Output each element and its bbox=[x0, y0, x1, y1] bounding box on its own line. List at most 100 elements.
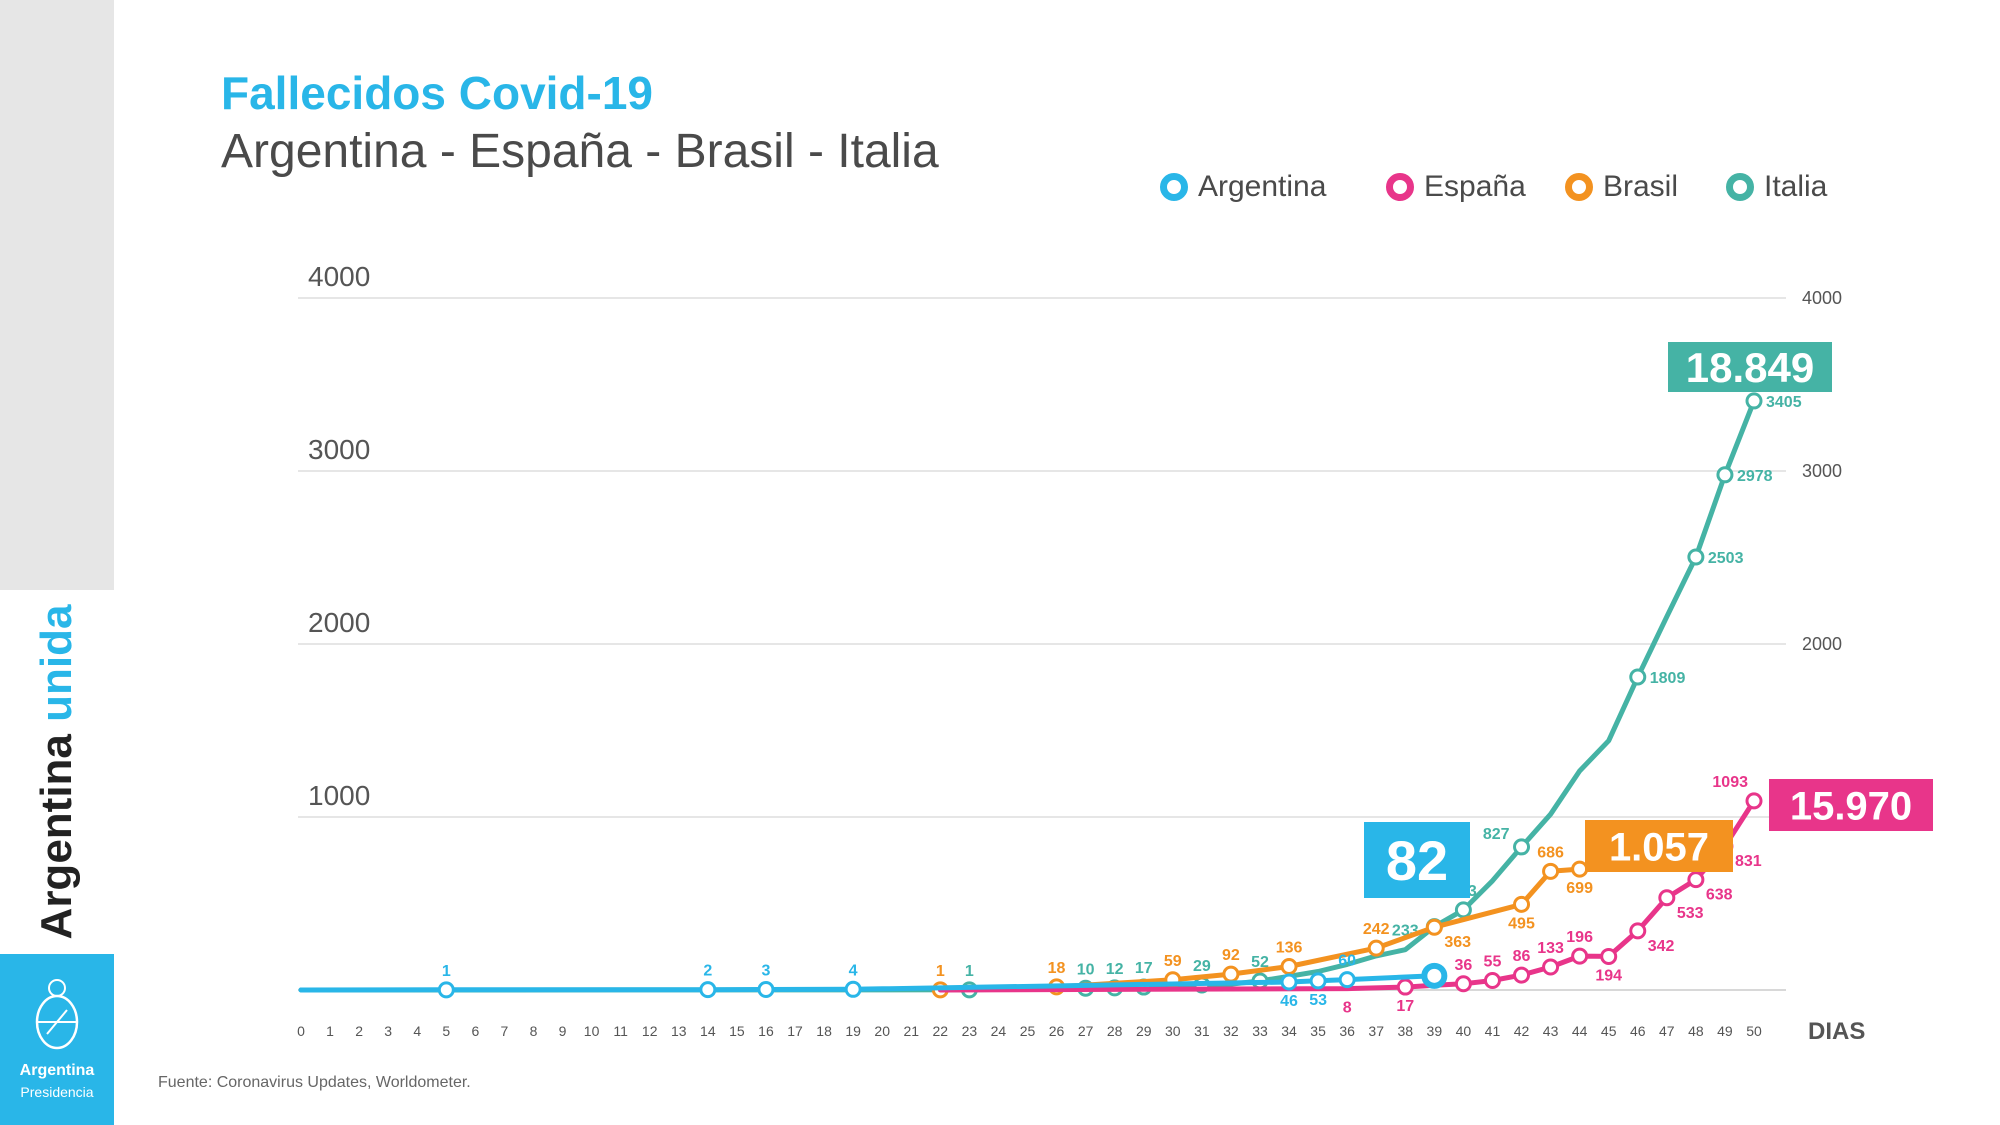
x-tick-label: 49 bbox=[1717, 1023, 1733, 1039]
y-tick-label-left: 2000 bbox=[308, 607, 370, 638]
data-point bbox=[1629, 922, 1647, 940]
x-tick-label: 0 bbox=[297, 1023, 305, 1039]
data-point bbox=[1716, 466, 1734, 484]
x-tick-label: 48 bbox=[1688, 1023, 1704, 1039]
data-label: 92 bbox=[1222, 947, 1240, 964]
data-point bbox=[1425, 918, 1443, 936]
data-label: 196 bbox=[1566, 929, 1593, 946]
data-label: 342 bbox=[1648, 938, 1675, 955]
legend-item-brasil: Brasil bbox=[1565, 170, 1678, 204]
data-label: 52 bbox=[1251, 954, 1269, 971]
data-label: 18 bbox=[1048, 960, 1066, 977]
x-tick-label: 40 bbox=[1456, 1023, 1472, 1039]
data-point bbox=[1421, 962, 1448, 989]
x-tick-label: 12 bbox=[642, 1023, 658, 1039]
x-tick-label: 29 bbox=[1136, 1023, 1152, 1039]
data-label: 10 bbox=[1077, 961, 1095, 978]
x-tick-label: 28 bbox=[1107, 1023, 1123, 1039]
x-tick-label: 7 bbox=[501, 1023, 509, 1039]
x-tick-label: 4 bbox=[413, 1023, 421, 1039]
data-label: 86 bbox=[1513, 948, 1531, 965]
y-tick-label-right: 2000 bbox=[1802, 634, 1842, 654]
callout-box-brasil bbox=[1585, 820, 1733, 872]
data-point bbox=[1745, 792, 1763, 810]
data-label: 17 bbox=[1135, 960, 1153, 977]
callout-total-italia: 18.849 bbox=[1686, 344, 1814, 391]
data-label: 36 bbox=[1455, 957, 1473, 974]
data-label: 60 bbox=[1338, 953, 1356, 970]
data-point bbox=[1542, 862, 1560, 880]
x-tick-label: 50 bbox=[1746, 1023, 1762, 1039]
x-tick-label: 24 bbox=[991, 1023, 1007, 1039]
x-tick-label: 20 bbox=[874, 1023, 890, 1039]
presidencia-logo: Argentina Presidencia bbox=[0, 954, 114, 1125]
x-tick-label: 2 bbox=[355, 1023, 363, 1039]
x-tick-label: 37 bbox=[1368, 1023, 1384, 1039]
x-tick-label: 45 bbox=[1601, 1023, 1617, 1039]
data-point bbox=[1513, 838, 1531, 856]
data-point bbox=[1454, 901, 1472, 919]
data-point bbox=[1222, 965, 1240, 983]
x-tick-label: 16 bbox=[758, 1023, 774, 1039]
x-tick-label: 27 bbox=[1078, 1023, 1094, 1039]
data-point bbox=[1513, 966, 1531, 984]
data-point bbox=[1367, 939, 1385, 957]
data-label: 699 bbox=[1566, 880, 1593, 897]
data-point bbox=[1280, 957, 1298, 975]
chart-subtitle: Argentina - España - Brasil - Italia bbox=[221, 125, 939, 178]
data-label: 55 bbox=[1484, 953, 1502, 970]
callout-box-argentina bbox=[1364, 822, 1470, 898]
data-label: 12 bbox=[1106, 961, 1124, 978]
data-label: 136 bbox=[1276, 939, 1303, 956]
data-point bbox=[1454, 975, 1472, 993]
chart-title: Fallecidos Covid-19 bbox=[221, 67, 654, 119]
x-tick-label: 33 bbox=[1252, 1023, 1268, 1039]
x-tick-label: 19 bbox=[845, 1023, 861, 1039]
legend-item-argentina: Argentina bbox=[1160, 170, 1326, 204]
source-note: Fuente: Coronavirus Updates, Worldometer… bbox=[158, 1074, 471, 1091]
y-tick-label-left: 3000 bbox=[308, 434, 370, 465]
data-point bbox=[757, 980, 775, 998]
legend: Argentina España Brasil Italia bbox=[1150, 170, 1850, 220]
data-label: 29 bbox=[1193, 958, 1211, 975]
data-label: 831 bbox=[1735, 853, 1762, 870]
x-tick-label: 30 bbox=[1165, 1023, 1181, 1039]
x-tick-label: 13 bbox=[671, 1023, 687, 1039]
callout-box-italia bbox=[1668, 342, 1832, 392]
x-tick-label: 44 bbox=[1572, 1023, 1588, 1039]
data-point bbox=[1483, 971, 1501, 989]
y-tick-label-left: 1000 bbox=[308, 780, 370, 811]
callout-total-españa: 15.970 bbox=[1790, 784, 1912, 828]
x-tick-label: 35 bbox=[1310, 1023, 1326, 1039]
x-tick-label: 14 bbox=[700, 1023, 716, 1039]
data-label: 533 bbox=[1677, 905, 1704, 922]
callout-total-brasil: 1.057 bbox=[1609, 825, 1709, 869]
x-tick-label: 39 bbox=[1427, 1023, 1443, 1039]
x-tick-label: 23 bbox=[962, 1023, 978, 1039]
x-tick-label: 46 bbox=[1630, 1023, 1646, 1039]
x-tick-label: 22 bbox=[933, 1023, 949, 1039]
legend-item-italia: Italia bbox=[1726, 170, 1827, 204]
data-point bbox=[1629, 668, 1647, 686]
data-label: 242 bbox=[1363, 921, 1390, 938]
data-label: 2503 bbox=[1708, 550, 1744, 567]
data-point bbox=[1309, 972, 1327, 990]
data-point bbox=[1571, 947, 1589, 965]
data-point bbox=[1542, 958, 1560, 976]
data-label: 2 bbox=[703, 963, 712, 980]
data-label: 1 bbox=[442, 963, 451, 980]
legend-marker-espana bbox=[1386, 173, 1414, 201]
data-point bbox=[844, 980, 862, 998]
data-label: 59 bbox=[1164, 953, 1182, 970]
legend-label: Brasil bbox=[1603, 170, 1679, 203]
data-label: 3405 bbox=[1766, 394, 1802, 411]
data-label: 827 bbox=[1483, 826, 1510, 843]
x-tick-label: 21 bbox=[903, 1023, 919, 1039]
data-point bbox=[1338, 971, 1356, 989]
data-label: 495 bbox=[1508, 915, 1535, 932]
legend-label: Italia bbox=[1764, 170, 1828, 203]
x-tick-label: 10 bbox=[584, 1023, 600, 1039]
data-label: 4 bbox=[849, 962, 858, 979]
data-point bbox=[1396, 978, 1414, 996]
data-label: 363 bbox=[1444, 934, 1471, 951]
